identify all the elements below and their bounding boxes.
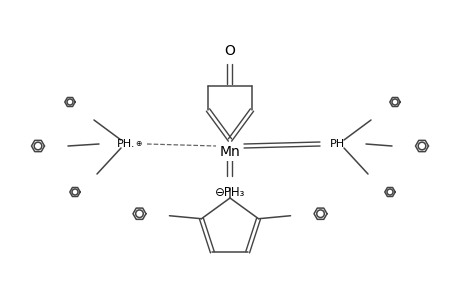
Text: ⊕: ⊕	[134, 139, 141, 148]
Text: Mn: Mn	[219, 145, 240, 159]
Text: PH.: PH.	[116, 139, 134, 149]
Text: PH: PH	[329, 139, 344, 149]
Text: O: O	[224, 44, 235, 58]
Text: ⊖PH₃: ⊖PH₃	[214, 186, 245, 199]
